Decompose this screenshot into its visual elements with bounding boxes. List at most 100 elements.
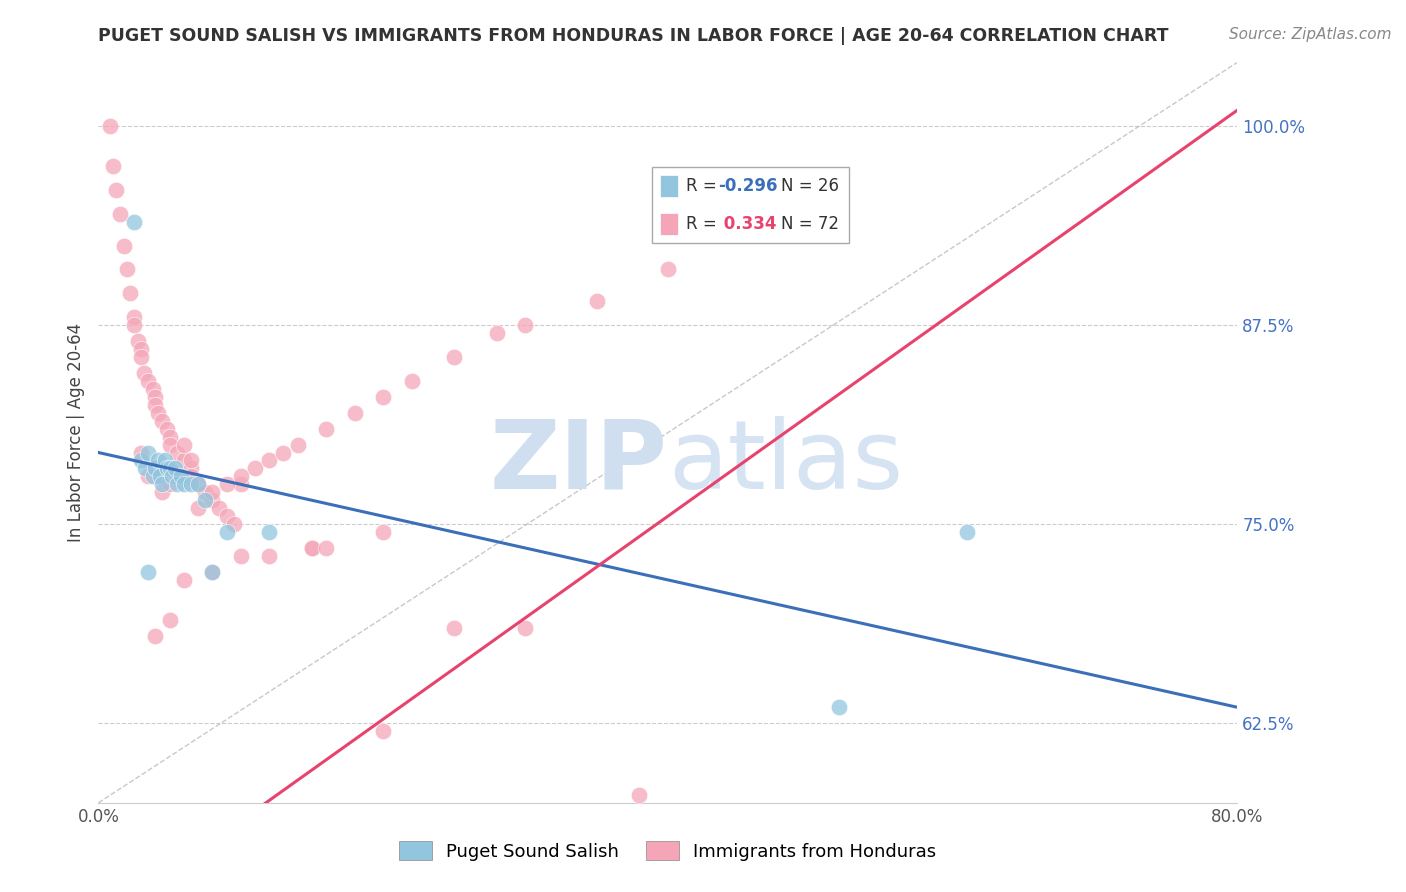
- Point: [301, 541, 323, 555]
- Point: [173, 573, 195, 587]
- Point: [201, 493, 224, 508]
- Point: [129, 342, 152, 356]
- Point: [129, 445, 152, 459]
- Point: [155, 453, 177, 467]
- Point: [148, 453, 170, 467]
- Y-axis label: In Labor Force | Age 20-64: In Labor Force | Age 20-64: [66, 323, 84, 542]
- Text: R =: R =: [686, 177, 723, 194]
- Point: [187, 477, 209, 491]
- Point: [315, 541, 337, 555]
- Point: [194, 485, 217, 500]
- Point: [180, 453, 202, 467]
- Legend: Puget Sound Salish, Immigrants from Honduras: Puget Sound Salish, Immigrants from Hond…: [392, 834, 943, 868]
- Point: [166, 469, 188, 483]
- Text: Source: ZipAtlas.com: Source: ZipAtlas.com: [1229, 27, 1392, 42]
- Point: [373, 390, 395, 404]
- Text: N = 72: N = 72: [780, 215, 839, 233]
- Point: [194, 493, 217, 508]
- Point: [141, 469, 163, 483]
- Point: [585, 294, 607, 309]
- Point: [173, 477, 195, 491]
- Point: [152, 414, 174, 428]
- Point: [201, 485, 224, 500]
- Point: [152, 477, 174, 491]
- Point: [628, 788, 651, 802]
- Point: [166, 445, 188, 459]
- Text: PUGET SOUND SALISH VS IMMIGRANTS FROM HONDURAS IN LABOR FORCE | AGE 20-64 CORREL: PUGET SOUND SALISH VS IMMIGRANTS FROM HO…: [98, 27, 1168, 45]
- Point: [149, 469, 172, 483]
- Point: [259, 549, 281, 563]
- Point: [145, 461, 167, 475]
- Point: [132, 366, 155, 380]
- Point: [148, 406, 170, 420]
- Point: [108, 207, 131, 221]
- Point: [287, 437, 309, 451]
- Point: [136, 374, 159, 388]
- Point: [152, 485, 174, 500]
- Point: [112, 238, 135, 252]
- Point: [165, 461, 187, 475]
- Point: [136, 469, 159, 483]
- Point: [243, 461, 266, 475]
- Point: [215, 509, 238, 524]
- Point: [208, 501, 231, 516]
- Point: [201, 565, 224, 579]
- Text: -0.296: -0.296: [718, 177, 778, 194]
- Point: [373, 724, 395, 739]
- Point: [159, 437, 181, 451]
- FancyBboxPatch shape: [652, 167, 849, 243]
- Point: [156, 461, 179, 475]
- Point: [145, 461, 167, 475]
- Point: [129, 453, 152, 467]
- Point: [229, 469, 252, 483]
- Point: [215, 477, 238, 491]
- Text: 0.334: 0.334: [718, 215, 776, 233]
- Point: [129, 350, 152, 364]
- Text: N = 26: N = 26: [780, 177, 839, 194]
- Point: [118, 286, 141, 301]
- Point: [401, 374, 423, 388]
- Point: [170, 469, 193, 483]
- Point: [259, 453, 281, 467]
- Point: [180, 469, 202, 483]
- Point: [166, 477, 188, 491]
- Point: [173, 437, 195, 451]
- Point: [187, 477, 209, 491]
- Point: [229, 477, 252, 491]
- Point: [229, 549, 252, 563]
- Point: [301, 541, 323, 555]
- Point: [159, 429, 181, 443]
- Point: [101, 159, 124, 173]
- Point: [159, 461, 181, 475]
- Point: [122, 318, 145, 333]
- Point: [343, 406, 366, 420]
- Point: [162, 469, 184, 483]
- Point: [136, 445, 159, 459]
- Point: [315, 422, 337, 436]
- Point: [136, 565, 159, 579]
- Point: [201, 565, 224, 579]
- Point: [180, 461, 202, 475]
- Point: [273, 445, 295, 459]
- Point: [145, 629, 167, 643]
- Point: [122, 310, 145, 325]
- Point: [141, 382, 163, 396]
- Bar: [659, 213, 678, 235]
- Point: [122, 214, 145, 228]
- Point: [145, 398, 167, 412]
- Point: [259, 525, 281, 540]
- Point: [173, 453, 195, 467]
- Point: [486, 326, 509, 340]
- Point: [180, 477, 202, 491]
- Point: [443, 350, 465, 364]
- Point: [657, 262, 679, 277]
- Point: [104, 183, 127, 197]
- Point: [515, 318, 537, 333]
- Point: [515, 621, 537, 635]
- Point: [98, 119, 121, 133]
- Point: [956, 525, 979, 540]
- Point: [159, 613, 181, 627]
- Point: [156, 422, 179, 436]
- Point: [373, 525, 395, 540]
- Text: R =: R =: [686, 215, 723, 233]
